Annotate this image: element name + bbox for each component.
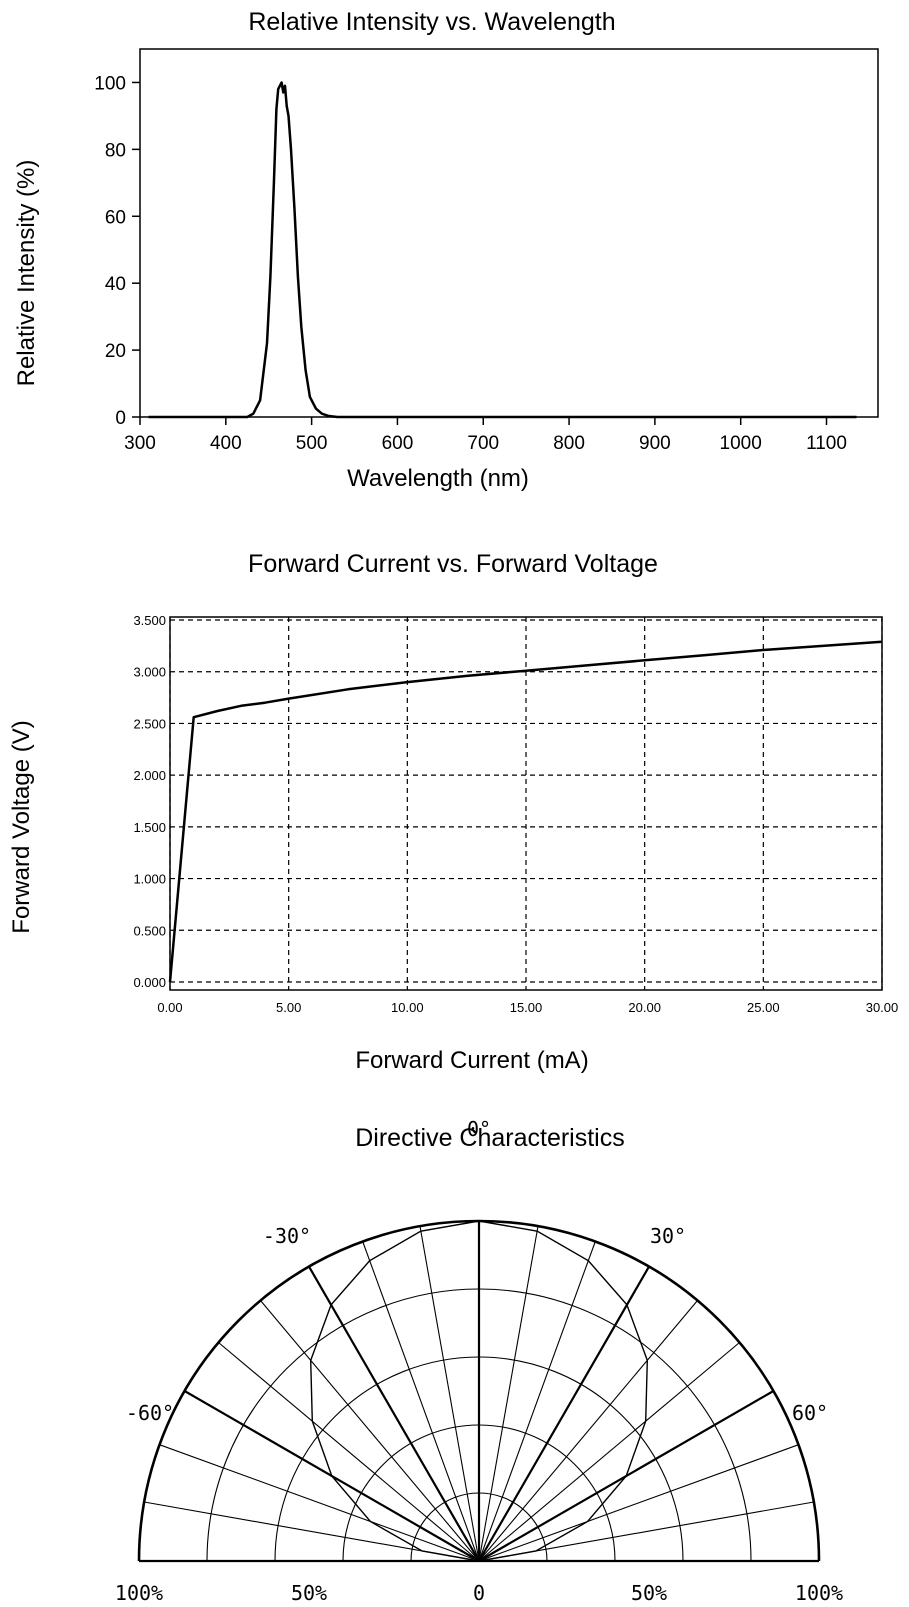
polar-spoke [478, 1266, 650, 1562]
polar-radial-label: 100% [795, 1581, 843, 1605]
polar-chart-title: Directive Characteristics [355, 1124, 625, 1152]
iv-plot-frame [169, 616, 883, 991]
iv-y-axis-label: Forward Voltage (V) [8, 720, 35, 933]
spectrum-x-tick-label: 500 [296, 433, 328, 454]
spectrum-x-tick-label: 1000 [720, 433, 762, 454]
polar-angle-label: -60° [126, 1401, 174, 1425]
iv-y-tick-label: 1.500 [133, 820, 166, 835]
iv-y-tick-label: 3.500 [133, 613, 166, 628]
iv-chart-title: Forward Current vs. Forward Voltage [248, 550, 658, 578]
iv-y-tick-label: 0.500 [133, 923, 166, 938]
polar-spoke [218, 1342, 480, 1562]
polar-radial-label: 0 [473, 1581, 485, 1605]
spectrum-y-tick-label: 80 [105, 140, 126, 161]
spectrum-chart-title: Relative Intensity vs. Wavelength [248, 8, 615, 36]
iv-y-tick-label: 2.000 [133, 768, 166, 783]
polar-radial-label: 50% [291, 1581, 327, 1605]
iv-y-tick-label: 3.000 [133, 665, 166, 680]
spectrum-plot-frame [139, 48, 879, 418]
iv-y-tick-label: 0.000 [133, 975, 166, 990]
polar-spoke [478, 1226, 539, 1562]
iv-x-tick-label: 5.00 [276, 1000, 301, 1015]
spectrum-series-line [148, 81, 857, 419]
spectrum-x-axis-label: Wavelength (nm) [347, 465, 529, 492]
polar-pattern-curve [309, 1220, 649, 1562]
polar-spoke [478, 1300, 698, 1562]
polar-spoke [362, 1241, 480, 1562]
polar-spoke [308, 1266, 480, 1562]
spectrum-y-tick-label: 100 [94, 73, 126, 94]
polar-angle-label: -30° [263, 1224, 311, 1248]
spectrum-x-tick-label: 900 [639, 433, 671, 454]
iv-x-tick-label: 20.00 [628, 1000, 661, 1015]
spectrum-x-tick-label: 400 [210, 433, 242, 454]
spectrum-x-tick-label: 700 [467, 433, 499, 454]
polar-angle-label: 0° [467, 1117, 491, 1141]
polar-spoke [478, 1444, 799, 1562]
spectrum-x-tick-label: 1100 [806, 433, 847, 454]
iv-y-tick-label: 2.500 [133, 716, 166, 731]
iv-x-axis-label: Forward Current (mA) [355, 1047, 588, 1074]
polar-spoke [478, 1241, 596, 1562]
iv-x-tick-label: 25.00 [747, 1000, 780, 1015]
polar-angle-label: 60° [792, 1401, 828, 1425]
polar-angle-label: 30° [650, 1224, 686, 1248]
polar-spoke [260, 1300, 480, 1562]
spectrum-x-tick-label: 600 [382, 433, 414, 454]
iv-x-tick-label: 15.00 [510, 1000, 543, 1015]
spectrum-x-tick-label: 800 [553, 433, 585, 454]
polar-spoke [419, 1226, 480, 1562]
polar-radial-label: 50% [631, 1581, 667, 1605]
polar-spoke [159, 1444, 480, 1562]
spectrum-y-tick-label: 40 [105, 274, 126, 295]
iv-series-line [168, 640, 883, 983]
spectrum-chart: Relative Intensity vs. Wavelength 300 400… [13, 8, 879, 492]
polar-spoke [478, 1342, 740, 1562]
spectrum-x-tick-label: 300 [124, 433, 156, 454]
iv-x-tick-label: 30.00 [866, 1000, 899, 1015]
spectrum-y-tick-label: 20 [105, 341, 126, 362]
polar-chart: Directive Characteristics -60° -30° 0° 30° 6… [115, 1117, 843, 1605]
iv-chart: Forward Current vs. Forward Voltage 0.00… [8, 550, 898, 1074]
iv-x-tick-label: 0.00 [157, 1000, 182, 1015]
spectrum-y-axis-label: Relative Intensity (%) [13, 160, 40, 387]
spectrum-y-tick-label: 60 [105, 207, 126, 228]
iv-y-tick-label: 1.000 [133, 872, 166, 887]
iv-x-tick-label: 10.00 [391, 1000, 424, 1015]
polar-radial-label: 100% [115, 1581, 163, 1605]
spectrum-y-tick-label: 0 [115, 408, 126, 429]
